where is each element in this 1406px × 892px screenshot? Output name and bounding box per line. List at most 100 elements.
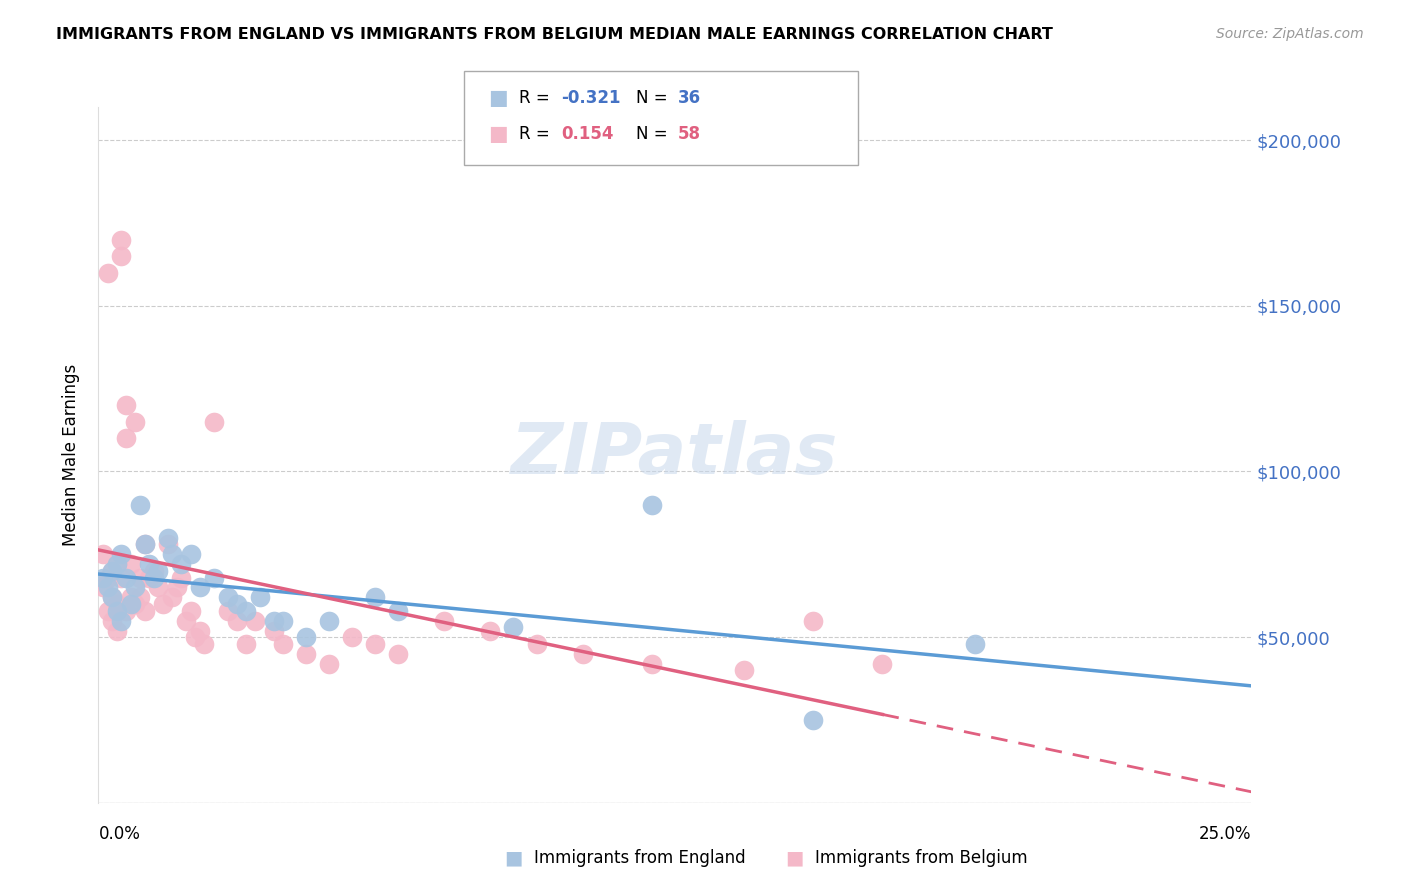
Point bbox=[142, 564, 165, 578]
Point bbox=[101, 614, 124, 628]
Point bbox=[271, 614, 294, 628]
Point bbox=[263, 614, 285, 628]
Point bbox=[318, 657, 340, 671]
Text: IMMIGRANTS FROM ENGLAND VS IMMIGRANTS FROM BELGIUM MEDIAN MALE EARNINGS CORRELAT: IMMIGRANTS FROM ENGLAND VS IMMIGRANTS FR… bbox=[56, 27, 1053, 42]
Point bbox=[134, 537, 156, 551]
Point bbox=[526, 637, 548, 651]
Text: ■: ■ bbox=[488, 88, 508, 108]
Point bbox=[235, 604, 257, 618]
Point bbox=[249, 591, 271, 605]
Point bbox=[295, 630, 318, 644]
Point bbox=[571, 647, 593, 661]
Point bbox=[156, 537, 179, 551]
Point bbox=[217, 604, 239, 618]
Point bbox=[115, 570, 138, 584]
Text: 36: 36 bbox=[678, 89, 700, 107]
Point bbox=[110, 233, 132, 247]
Point bbox=[502, 620, 524, 634]
Point bbox=[641, 498, 664, 512]
Point bbox=[166, 581, 188, 595]
Text: 25.0%: 25.0% bbox=[1199, 825, 1251, 843]
Point bbox=[433, 614, 456, 628]
Point bbox=[225, 597, 247, 611]
Point bbox=[110, 547, 132, 561]
Point bbox=[138, 570, 160, 584]
Point bbox=[101, 564, 124, 578]
Point bbox=[188, 581, 211, 595]
Point bbox=[91, 570, 114, 584]
Point bbox=[97, 266, 120, 280]
Text: 0.154: 0.154 bbox=[561, 125, 613, 143]
Point bbox=[801, 713, 824, 727]
Point bbox=[156, 531, 179, 545]
Point bbox=[129, 570, 152, 584]
Point bbox=[124, 581, 146, 595]
Text: ■: ■ bbox=[785, 848, 804, 868]
Text: 0.0%: 0.0% bbox=[98, 825, 141, 843]
Point bbox=[245, 614, 267, 628]
Point bbox=[101, 591, 124, 605]
Point bbox=[120, 597, 142, 611]
Point bbox=[91, 581, 114, 595]
Text: -0.321: -0.321 bbox=[561, 89, 620, 107]
Text: N =: N = bbox=[636, 89, 672, 107]
Point bbox=[101, 564, 124, 578]
Point bbox=[364, 591, 387, 605]
Text: Source: ZipAtlas.com: Source: ZipAtlas.com bbox=[1216, 27, 1364, 41]
Point bbox=[188, 624, 211, 638]
Point bbox=[295, 647, 318, 661]
Point bbox=[110, 570, 132, 584]
Point bbox=[115, 431, 138, 445]
Text: Immigrants from England: Immigrants from England bbox=[534, 849, 747, 867]
Text: 58: 58 bbox=[678, 125, 700, 143]
Point bbox=[124, 597, 146, 611]
Point bbox=[318, 614, 340, 628]
Point bbox=[97, 570, 120, 584]
Point bbox=[91, 547, 114, 561]
Point bbox=[160, 591, 183, 605]
Text: ■: ■ bbox=[488, 124, 508, 144]
Point bbox=[120, 558, 142, 572]
Point bbox=[124, 415, 146, 429]
Point bbox=[129, 591, 152, 605]
Text: R =: R = bbox=[519, 125, 555, 143]
Point bbox=[160, 547, 183, 561]
Point bbox=[479, 624, 502, 638]
Point bbox=[142, 570, 165, 584]
Point bbox=[129, 498, 152, 512]
Point bbox=[115, 604, 138, 618]
Point bbox=[110, 614, 132, 628]
Point bbox=[963, 637, 986, 651]
Point bbox=[105, 624, 128, 638]
Point bbox=[217, 591, 239, 605]
Point bbox=[202, 570, 225, 584]
Point bbox=[105, 604, 128, 618]
Point bbox=[148, 581, 170, 595]
Point bbox=[174, 614, 197, 628]
Text: ZIPatlas: ZIPatlas bbox=[512, 420, 838, 490]
Point bbox=[110, 249, 132, 263]
Point bbox=[148, 564, 170, 578]
Point bbox=[387, 604, 409, 618]
Point bbox=[271, 637, 294, 651]
Text: N =: N = bbox=[636, 125, 672, 143]
Point bbox=[733, 663, 755, 677]
Point bbox=[152, 597, 174, 611]
Point bbox=[801, 614, 824, 628]
Point bbox=[641, 657, 664, 671]
Text: R =: R = bbox=[519, 89, 555, 107]
Y-axis label: Median Male Earnings: Median Male Earnings bbox=[62, 364, 80, 546]
Point bbox=[263, 624, 285, 638]
Point bbox=[340, 630, 363, 644]
Point bbox=[105, 558, 128, 572]
Point bbox=[134, 604, 156, 618]
Point bbox=[105, 558, 128, 572]
Point bbox=[101, 591, 124, 605]
Point bbox=[105, 597, 128, 611]
Text: Immigrants from Belgium: Immigrants from Belgium bbox=[815, 849, 1028, 867]
Point bbox=[97, 581, 120, 595]
Point bbox=[202, 415, 225, 429]
Point bbox=[170, 570, 193, 584]
Point bbox=[115, 398, 138, 412]
Point bbox=[97, 604, 120, 618]
